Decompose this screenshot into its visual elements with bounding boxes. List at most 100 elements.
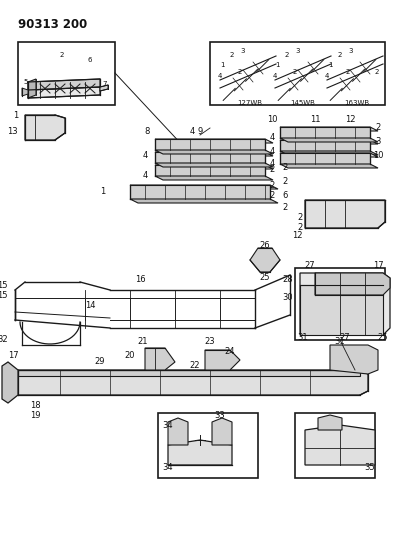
Text: 27: 27 bbox=[340, 334, 350, 343]
Text: 145WB: 145WB bbox=[290, 100, 315, 106]
Text: 12: 12 bbox=[345, 116, 355, 125]
Text: 14: 14 bbox=[85, 301, 95, 310]
Text: 13: 13 bbox=[8, 127, 18, 136]
Text: 4: 4 bbox=[143, 150, 148, 159]
Polygon shape bbox=[100, 85, 108, 91]
Text: 3: 3 bbox=[349, 48, 353, 54]
Polygon shape bbox=[155, 150, 273, 154]
Text: 15: 15 bbox=[0, 290, 8, 300]
Polygon shape bbox=[22, 88, 28, 96]
Text: 34: 34 bbox=[162, 464, 173, 472]
Text: 3: 3 bbox=[375, 138, 381, 147]
Text: 12: 12 bbox=[293, 230, 303, 239]
Polygon shape bbox=[305, 200, 385, 228]
Polygon shape bbox=[205, 350, 240, 370]
Text: 7: 7 bbox=[103, 81, 107, 87]
Polygon shape bbox=[280, 153, 370, 164]
Polygon shape bbox=[2, 362, 18, 403]
Text: 2: 2 bbox=[293, 69, 297, 75]
Text: 18: 18 bbox=[30, 400, 40, 409]
Text: 163WB: 163WB bbox=[344, 100, 369, 106]
Text: 10: 10 bbox=[373, 151, 383, 160]
Polygon shape bbox=[280, 164, 378, 168]
Text: 2: 2 bbox=[238, 69, 242, 75]
Polygon shape bbox=[28, 87, 100, 98]
Text: 4: 4 bbox=[190, 127, 195, 136]
Text: 4: 4 bbox=[270, 147, 275, 156]
Polygon shape bbox=[18, 370, 360, 376]
Text: 8: 8 bbox=[145, 127, 150, 136]
Text: 4: 4 bbox=[325, 73, 329, 79]
Polygon shape bbox=[280, 153, 378, 157]
Text: 28: 28 bbox=[282, 276, 293, 285]
Text: 3: 3 bbox=[296, 48, 300, 54]
Text: 4: 4 bbox=[270, 158, 275, 167]
Polygon shape bbox=[315, 273, 390, 295]
Text: 2: 2 bbox=[346, 69, 350, 75]
Text: 2: 2 bbox=[282, 164, 287, 173]
Text: 1: 1 bbox=[328, 62, 332, 68]
Text: 2: 2 bbox=[270, 181, 275, 190]
Polygon shape bbox=[168, 418, 188, 445]
Text: 26: 26 bbox=[260, 240, 270, 249]
Text: 4: 4 bbox=[218, 73, 222, 79]
Polygon shape bbox=[305, 425, 375, 465]
Polygon shape bbox=[155, 139, 265, 150]
Polygon shape bbox=[130, 199, 278, 203]
Text: 2: 2 bbox=[375, 69, 379, 75]
Text: 15: 15 bbox=[0, 280, 8, 289]
Text: 2: 2 bbox=[298, 214, 303, 222]
Text: 2: 2 bbox=[376, 124, 381, 133]
Bar bbox=[295, 268, 385, 340]
Text: 5: 5 bbox=[24, 79, 28, 85]
Polygon shape bbox=[18, 370, 368, 395]
Polygon shape bbox=[280, 140, 378, 144]
Text: 21: 21 bbox=[137, 337, 148, 346]
Polygon shape bbox=[155, 152, 265, 163]
Text: 34: 34 bbox=[162, 421, 173, 430]
Polygon shape bbox=[155, 163, 273, 167]
Text: 29: 29 bbox=[95, 358, 105, 367]
Text: 2: 2 bbox=[285, 52, 289, 58]
Text: 16: 16 bbox=[135, 276, 145, 285]
Bar bbox=[210, 42, 385, 105]
Text: 127WB: 127WB bbox=[237, 100, 262, 106]
Text: 27: 27 bbox=[304, 261, 315, 270]
Polygon shape bbox=[155, 165, 273, 169]
Text: 6: 6 bbox=[88, 57, 92, 63]
Text: 32: 32 bbox=[0, 335, 8, 344]
Polygon shape bbox=[155, 139, 273, 143]
Polygon shape bbox=[155, 165, 265, 176]
Text: 3: 3 bbox=[241, 48, 245, 54]
Text: 2: 2 bbox=[282, 177, 287, 187]
Text: 4: 4 bbox=[273, 73, 277, 79]
Polygon shape bbox=[318, 415, 342, 430]
Text: 4: 4 bbox=[143, 171, 148, 180]
Polygon shape bbox=[28, 79, 100, 90]
Polygon shape bbox=[300, 273, 390, 335]
Polygon shape bbox=[280, 151, 378, 155]
Polygon shape bbox=[300, 285, 383, 335]
Text: 2: 2 bbox=[270, 166, 275, 174]
Text: 22: 22 bbox=[190, 360, 200, 369]
Polygon shape bbox=[130, 185, 270, 199]
Bar bbox=[158, 413, 258, 478]
Text: 2: 2 bbox=[298, 223, 303, 232]
Text: 2: 2 bbox=[230, 52, 234, 58]
Text: 20: 20 bbox=[125, 351, 135, 359]
Text: 2: 2 bbox=[338, 52, 342, 58]
Text: 4: 4 bbox=[270, 133, 275, 141]
Text: 17: 17 bbox=[8, 351, 19, 359]
Text: 2: 2 bbox=[270, 190, 275, 199]
Polygon shape bbox=[155, 176, 273, 180]
Text: 2: 2 bbox=[60, 52, 64, 58]
Text: 10: 10 bbox=[268, 116, 278, 125]
Polygon shape bbox=[280, 127, 370, 138]
Polygon shape bbox=[330, 345, 378, 374]
Text: 1: 1 bbox=[100, 188, 105, 197]
Bar bbox=[18, 42, 115, 105]
Polygon shape bbox=[212, 418, 232, 445]
Text: 1: 1 bbox=[13, 110, 18, 119]
Text: 19: 19 bbox=[30, 410, 40, 419]
Polygon shape bbox=[25, 115, 65, 140]
